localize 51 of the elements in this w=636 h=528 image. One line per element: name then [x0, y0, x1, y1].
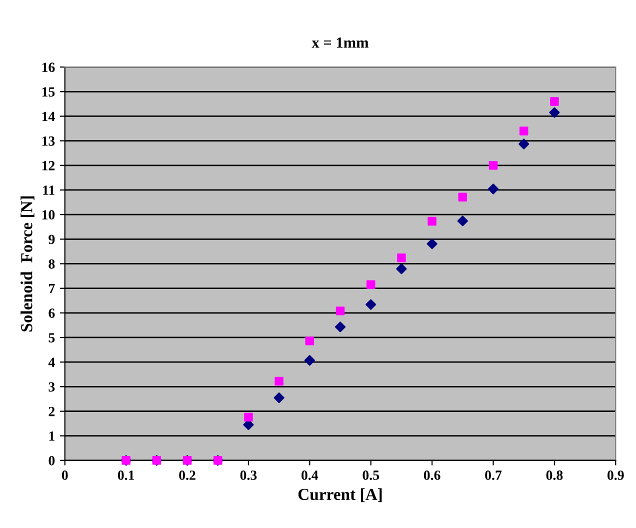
x-tick-label: 0 [62, 470, 68, 480]
y-tick-label: 11 [43, 186, 54, 195]
y-tick-label: 6 [48, 308, 55, 318]
x-tick-label: 0.5 [362, 470, 380, 480]
y-tick-label: 8 [48, 259, 55, 269]
point [304, 355, 315, 366]
y-tick-label: 5 [48, 333, 55, 342]
point [518, 138, 530, 150]
point [550, 97, 559, 106]
y-tick-label: 12 [42, 161, 55, 170]
y-tick-label: 7 [49, 284, 55, 294]
point [366, 299, 376, 310]
y-tick-label: 10 [42, 210, 55, 220]
y-tick-label: 13 [42, 136, 55, 146]
x-tick-label: 0.7 [485, 470, 502, 480]
point [428, 216, 436, 226]
x-tick-label: 0.3 [240, 470, 257, 480]
point [366, 280, 376, 290]
point [549, 107, 560, 118]
point [396, 264, 407, 274]
y-tick-label: 2 [48, 406, 55, 416]
point [426, 238, 438, 250]
chart-title: x = 1mm [312, 38, 369, 48]
y-axis-title: Solenoid Force [N] [20, 196, 34, 332]
x-axis-title: Current [A] [298, 488, 382, 502]
y-tick-label: 1 [49, 431, 54, 441]
point [457, 216, 468, 226]
y-tick-label: 14 [42, 112, 55, 122]
point [334, 322, 346, 332]
y-tick-label: 4 [48, 358, 55, 367]
point [274, 392, 284, 404]
x-tick-label: 0.6 [424, 470, 440, 480]
point [397, 253, 406, 262]
x-tick-label: 0.2 [179, 470, 196, 480]
y-tick-label: 16 [42, 62, 55, 72]
y-tick-label: 9 [48, 234, 55, 244]
point [458, 192, 468, 202]
y-tick-label: 0 [48, 456, 55, 466]
point [244, 412, 253, 422]
x-tick-label: 0.9 [607, 470, 624, 480]
x-tick-label: 0.8 [546, 470, 563, 480]
point [305, 336, 314, 346]
point [519, 126, 528, 136]
x-tick-label: 0.1 [118, 470, 134, 480]
point [336, 306, 345, 316]
point [488, 184, 499, 194]
y-tick-label: 3 [48, 382, 55, 392]
point [488, 161, 498, 170]
x-tick-label: 0.4 [302, 470, 318, 480]
y-tick-label: 15 [42, 87, 55, 97]
point [274, 376, 284, 386]
